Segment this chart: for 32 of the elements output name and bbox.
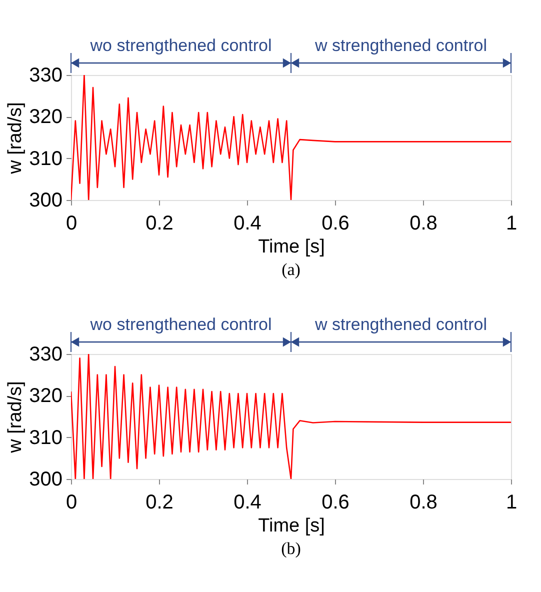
text: wo strengthened control bbox=[89, 36, 272, 55]
x-tick-label: 1 bbox=[506, 492, 518, 514]
text: wo strengthened control bbox=[89, 315, 272, 334]
x-tick-label: 0.4 bbox=[234, 212, 262, 234]
y-tick-label: 310 bbox=[29, 426, 62, 449]
line-series bbox=[71, 75, 511, 200]
x-tick-label: 0 bbox=[66, 492, 78, 514]
x-tick-label: 0.2 bbox=[146, 492, 174, 514]
line-series bbox=[71, 354, 511, 479]
y-tick-label: 300 bbox=[29, 468, 62, 490]
x-tick-label: 1 bbox=[506, 212, 518, 234]
text: w strengthened control bbox=[314, 315, 487, 334]
x-tick-label: 0.2 bbox=[146, 212, 174, 234]
x-tick-label: 0 bbox=[66, 212, 78, 234]
y-tick-label: 330 bbox=[29, 344, 62, 366]
y-axis-title: w [rad/s] bbox=[5, 102, 26, 175]
x-axis-title: Time [s] bbox=[258, 516, 325, 536]
x-axis-title: Time [s] bbox=[258, 236, 325, 258]
text: (b) bbox=[281, 539, 301, 558]
x-tick-label: 0.8 bbox=[410, 212, 438, 234]
y-tick-label: 300 bbox=[29, 190, 62, 212]
y-tick-label: 330 bbox=[29, 64, 62, 86]
y-tick-label: 320 bbox=[29, 106, 62, 128]
x-tick-label: 0.8 bbox=[410, 492, 438, 514]
x-tick-label: 0.6 bbox=[322, 212, 350, 234]
text: (a) bbox=[282, 260, 300, 279]
x-tick-label: 0.6 bbox=[322, 492, 350, 514]
text: w strengthened control bbox=[314, 36, 487, 55]
y-tick-label: 320 bbox=[29, 385, 62, 408]
x-tick-label: 0.4 bbox=[234, 492, 262, 514]
y-tick-label: 310 bbox=[29, 148, 62, 170]
y-axis-title: w [rad/s] bbox=[5, 381, 26, 454]
